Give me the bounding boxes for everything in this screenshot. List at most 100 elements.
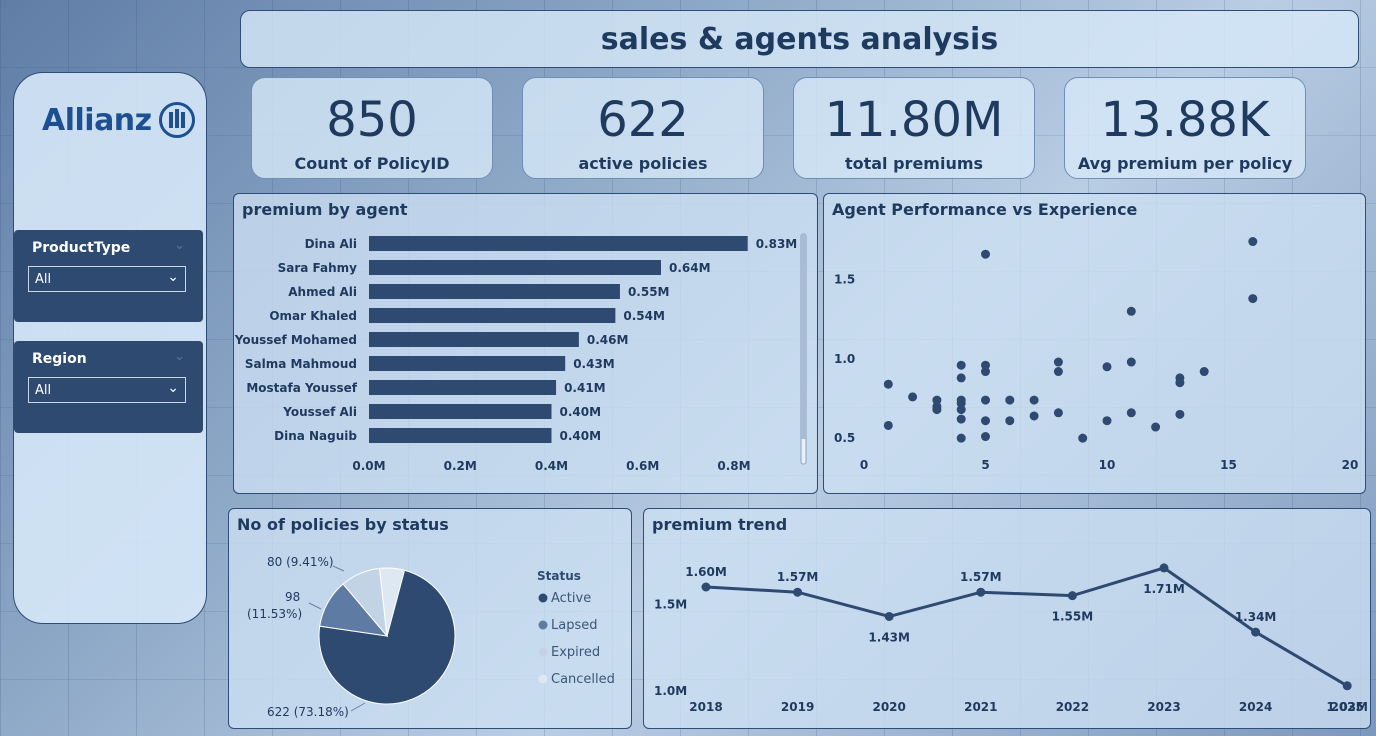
scrollbar-thumb [801,234,806,439]
kpi-value: 622 [597,92,689,148]
trend-data-label: 1.43M [868,630,910,644]
scatter-point [1102,416,1112,426]
report-title-bar: sales & agents analysis [240,10,1359,68]
scatter-point [1248,294,1258,304]
x-tick-label: 0.8M [717,459,750,473]
trend-data-label: 1.55M [1052,610,1094,624]
trend-point [701,582,711,592]
scatter-point [981,395,990,405]
leader-line [332,565,345,572]
agent-label: Mostafa Youssef [246,381,357,395]
bar-data-label: 0.83M [756,237,798,251]
trend-point [884,611,894,621]
x-tick-label: 15 [1220,458,1237,472]
dropdown-value: All [35,271,52,287]
x-tick-label: 0.4M [535,459,568,473]
scatter-point [1053,367,1063,377]
premium-by-agent-panel: premium by agent Dina Ali 0.83M Sara Fahmy… [233,193,818,494]
scatter-point [1078,433,1088,443]
pie-slice [379,567,406,637]
scatter-point [1126,357,1136,367]
trend-data-label: 1.57M [960,570,1002,584]
pie-data-label: 98 [285,590,300,604]
trend-point [1067,591,1077,601]
x-tick-label: 0.2M [444,459,477,473]
scatter-point [1053,408,1063,418]
trend-line [705,566,1348,688]
chart-title: Agent Performance vs Experience [832,200,1138,219]
y-tick-label: 1.5 [834,273,855,287]
bar-data-label: 0.46M [587,333,629,347]
agent-label: Youssef Mohamed [234,333,357,347]
legend-label: Expired [551,645,600,660]
bar-data-label: 0.55M [628,285,670,299]
bar-data-label: 0.40M [560,405,602,419]
agent-label: Dina Naguib [274,429,357,443]
legend-marker [538,647,548,657]
dropdown-value: All [35,382,52,398]
producttype-slicer: ProductType ⌄ All ⌄ [14,230,203,322]
agent-label: Sara Fahmy [278,261,358,275]
scatter-point [956,360,966,370]
scatter-point [1029,411,1039,421]
chart-title: premium trend [652,515,788,534]
scatter-point [908,392,918,402]
x-tick-label: 2020 [872,700,905,714]
bar [369,380,557,395]
chevron-down-icon: ⌄ [167,380,179,396]
producttype-dropdown[interactable]: All ⌄ [28,266,186,292]
allianz-logo: Allianz [42,101,196,139]
bar [369,356,566,371]
chevron-down-icon[interactable]: ⌄ [174,238,185,253]
slicer-label: Region [32,351,87,367]
slicer-label: ProductType [32,240,131,256]
trend-data-label: 1.57M [777,570,819,584]
trend-point [1251,627,1261,637]
legend-label: Cancelled [551,672,615,687]
scatter-point [1053,357,1063,367]
scatter-point [981,416,990,426]
scatter-point [1005,416,1015,426]
bar-chart-svg: Dina Ali 0.83M Sara Fahmy 0.64M Ahmed Ali 0.5… [234,233,807,473]
region-dropdown[interactable]: All ⌄ [28,377,186,403]
scatter-point [1005,395,1015,405]
scatter-point [932,395,942,405]
chart-title: premium by agent [242,200,408,219]
agent-label: Youssef Ali [282,405,357,419]
scatter-point [1175,409,1185,419]
kpi-value: 13.88K [1100,92,1270,148]
legend-label: Lapsed [551,618,597,633]
kpi-card-active-policies: 622 active policies [522,77,764,179]
chevron-down-icon[interactable]: ⌄ [174,349,185,364]
scatter-point [932,405,942,415]
x-tick-label: 2023 [1147,700,1180,714]
leader-line [350,702,366,712]
scatter-point [956,414,966,424]
kpi-label: total premiums [844,154,984,173]
trend-point [1342,681,1352,691]
pie-data-label: 80 (9.41%) [267,555,334,569]
y-tick-label: 1.5M [654,597,687,611]
y-tick-label: 1.0 [834,352,855,366]
bar [369,284,620,299]
trend-point [793,587,803,597]
x-tick-label: 5 [981,458,989,472]
line-chart-svg: 1.5M 1.0M 1.60M 2018 1.57M 2019 1.43M 2020 1.57M… [654,563,1368,714]
trend-data-label: 1.60M [685,565,727,579]
agent-performance-panel: Agent Performance vs Experience 0.5 1.0 1.… [823,193,1366,494]
scatter-point [956,373,966,383]
kpi-label: Count of PolicyID [294,154,450,173]
x-tick-label: 2019 [781,700,814,714]
x-tick-label: 20 [1342,458,1359,472]
bar [369,428,552,443]
x-tick-label: 2022 [1056,700,1089,714]
scatter-point [956,405,966,415]
allianz-eagle-icon [158,102,195,138]
kpi-card-total-premiums: 11.80M total premiums [793,77,1035,179]
pie-data-label: (11.53%) [247,607,302,621]
scatter-point [883,379,893,389]
bar-data-label: 0.54M [623,309,665,323]
bar-data-label: 0.40M [560,429,602,443]
premium-trend-panel: premium trend 1.5M 1.0M 1.60M 2018 1.57M 2019… [643,508,1371,729]
scatter-point [1029,395,1039,405]
